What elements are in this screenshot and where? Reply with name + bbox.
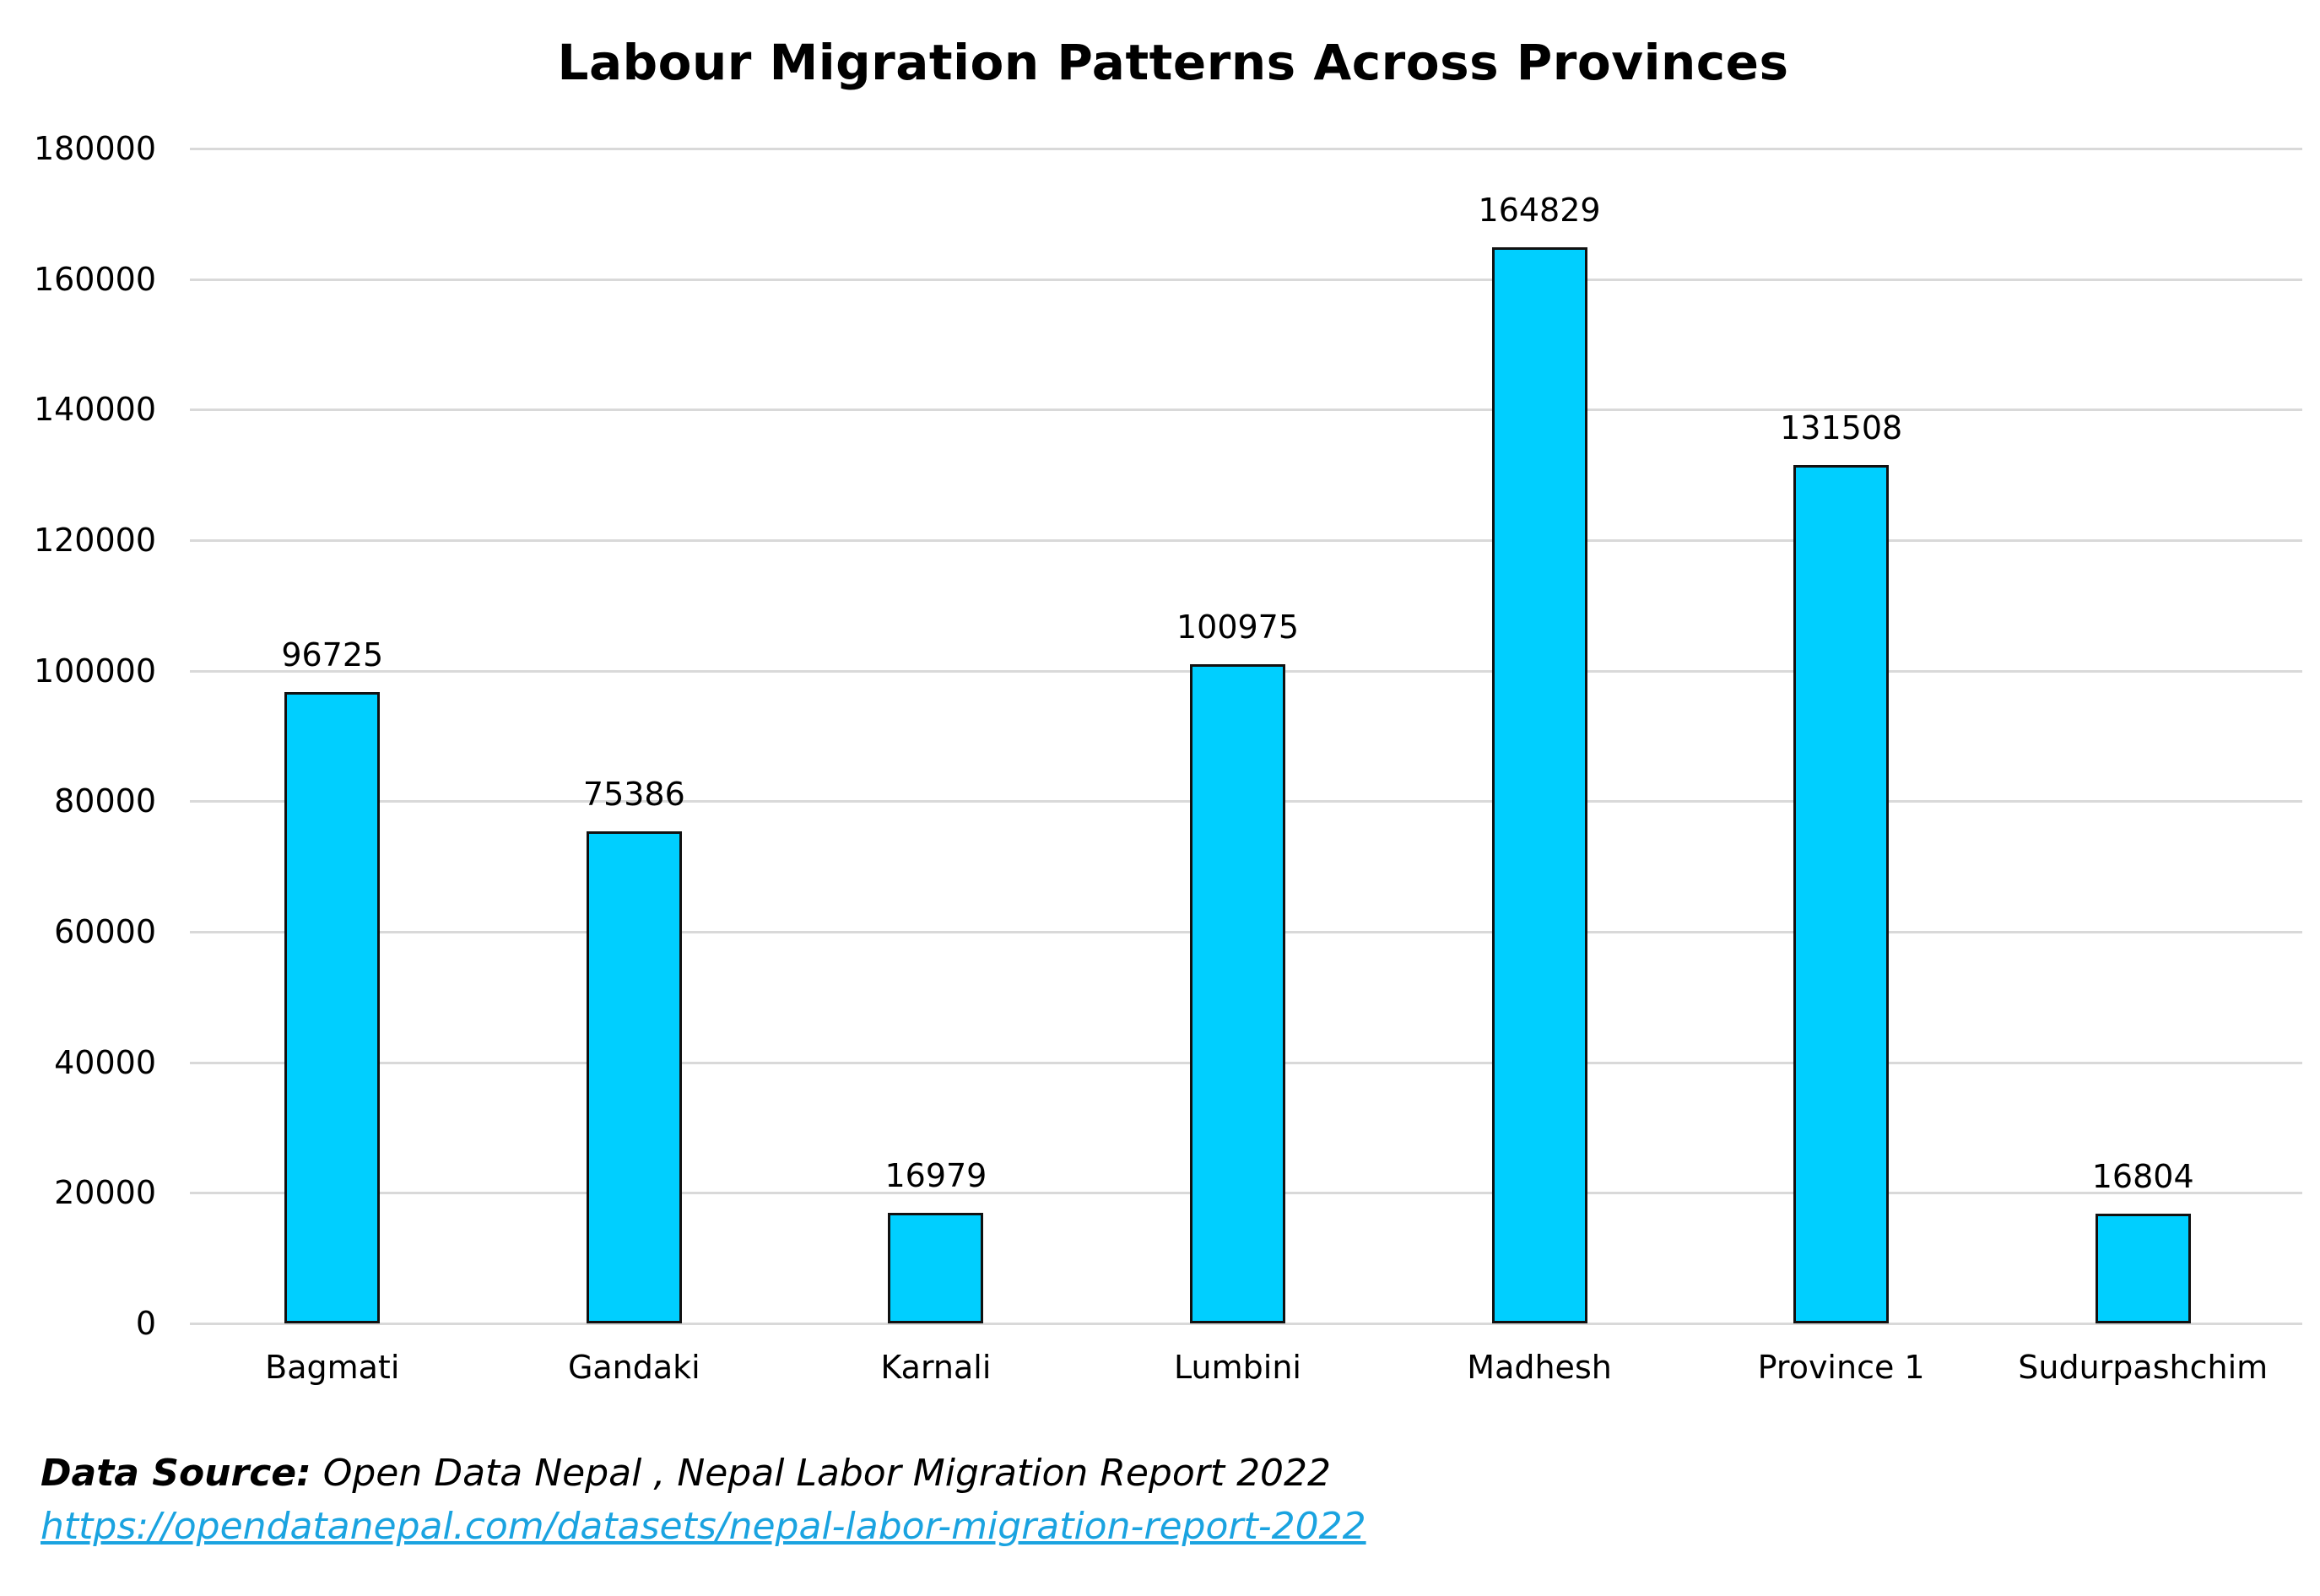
data-label: 164829 <box>1478 192 1601 230</box>
gridline <box>190 278 2302 281</box>
chart-title: Labour Migration Patterns Across Provinc… <box>557 34 1789 91</box>
y-tick-label: 20000 <box>54 1174 156 1212</box>
bar-gandaki <box>586 831 682 1323</box>
gridline <box>190 539 2302 542</box>
y-tick-label: 160000 <box>33 260 156 298</box>
x-category-label: Sudurpashchim <box>2018 1349 2269 1386</box>
data-source-text: Open Data Nepal , Nepal Labor Migration … <box>311 1452 1332 1495</box>
data-source-label: Data Source: <box>41 1452 311 1495</box>
gridline <box>190 148 2302 150</box>
data-label: 75386 <box>582 776 685 813</box>
data-label: 131508 <box>1780 409 1903 446</box>
data-source-line: Data Source: Open Data Nepal , Nepal Lab… <box>41 1452 1331 1495</box>
x-category-label: Karnali <box>880 1349 992 1386</box>
y-tick-label: 40000 <box>54 1043 156 1081</box>
plot-area: 0 20000 40000 60000 80000 100000 120000 140000 1… <box>33 130 2302 1386</box>
x-category-label: Province 1 <box>1757 1349 1925 1386</box>
y-tick-label: 60000 <box>54 913 156 950</box>
bar-lumbini <box>1190 664 1285 1323</box>
x-category-label: Lumbini <box>1174 1349 1301 1386</box>
bar-bagmati <box>284 691 381 1323</box>
bar-madhesh <box>1491 247 1587 1323</box>
bar-karnali <box>888 1212 984 1323</box>
x-category-label: Gandaki <box>567 1349 700 1386</box>
data-label: 16979 <box>884 1156 987 1194</box>
y-tick-label: 80000 <box>54 782 156 820</box>
x-category-label: Madhesh <box>1467 1349 1612 1386</box>
data-label: 16804 <box>2091 1158 2194 1196</box>
bar-province-1 <box>1793 465 1890 1323</box>
y-tick-label: 180000 <box>33 130 156 167</box>
gridline <box>190 408 2302 412</box>
gridline <box>190 1323 2302 1325</box>
y-tick-label: 0 <box>135 1305 156 1342</box>
data-label: 100975 <box>1176 609 1300 647</box>
y-tick-label: 140000 <box>33 391 156 429</box>
data-label: 96725 <box>281 636 384 674</box>
data-source-link[interactable]: https://opendatanepal.com/datasets/nepal… <box>41 1505 1366 1548</box>
y-tick-label: 120000 <box>33 522 156 559</box>
y-tick-label: 100000 <box>33 652 156 690</box>
bar-sudurpashchim <box>2095 1214 2191 1323</box>
x-category-label: Bagmati <box>265 1349 400 1386</box>
